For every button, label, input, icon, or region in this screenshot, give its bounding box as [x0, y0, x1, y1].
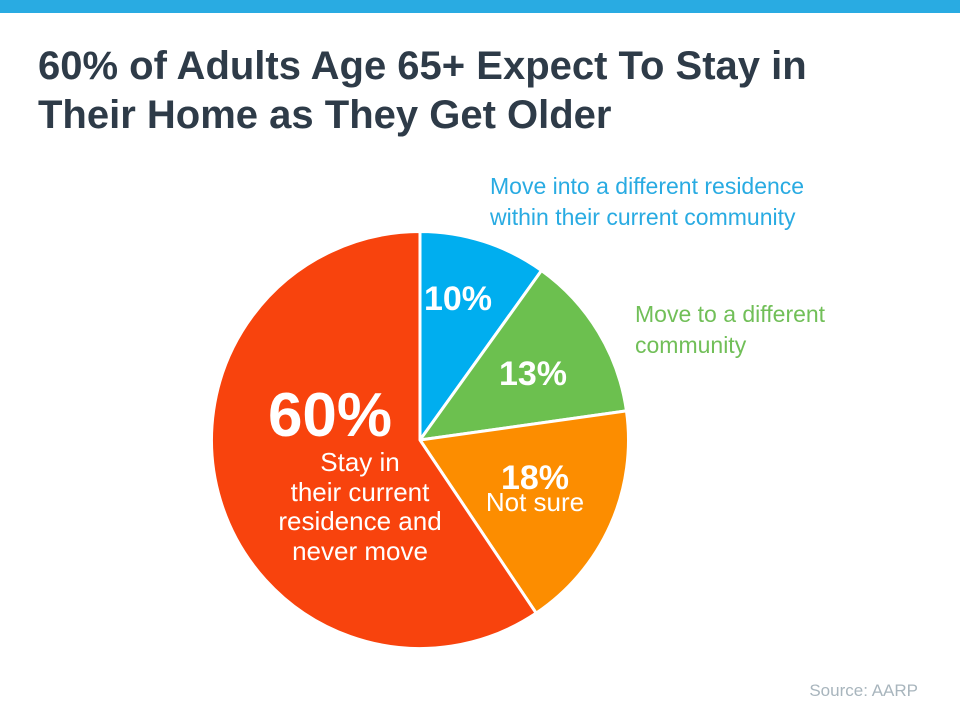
pie-slice-label-stay: Stay in their current residence and neve… [278, 447, 442, 566]
pie-slice-label-not-sure: Not sure [485, 487, 585, 517]
pie-slice-3 [418, 409, 630, 615]
pie-slice-4 [210, 230, 538, 650]
pie-chart [210, 230, 630, 650]
pie-slice-2 [418, 269, 628, 442]
page-title: 60% of Adults Age 65+ Expect To Stay in … [38, 44, 807, 137]
pie-value-label-red: 60% [267, 381, 393, 450]
top-accent-bar [0, 0, 960, 13]
source-attribution: Source: AARP [809, 681, 918, 700]
pie-value-label-orange: 18% [500, 459, 570, 497]
pie-value-label-blue: 10% [423, 280, 493, 318]
pie-slice-1 [418, 230, 543, 442]
callout-move-within-community: Move into a different residence within t… [490, 173, 805, 230]
pie-value-label-green: 13% [498, 355, 568, 393]
callout-move-different-community: Move to a different community [635, 301, 826, 358]
